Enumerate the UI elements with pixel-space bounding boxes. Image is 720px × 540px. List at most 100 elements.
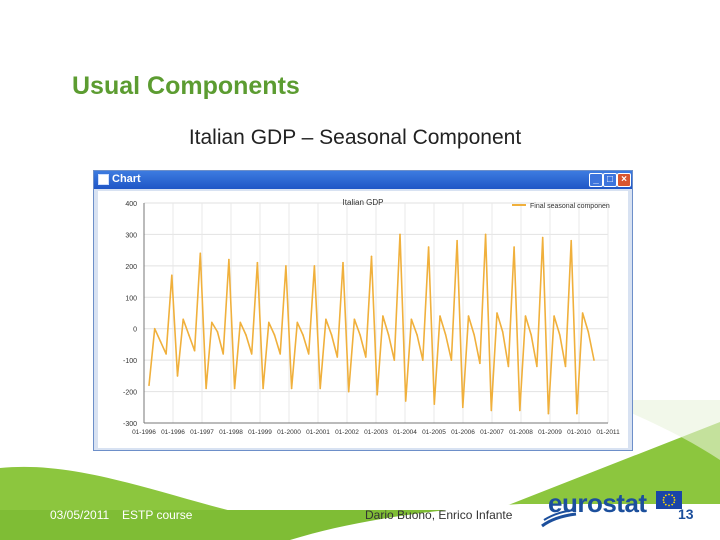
data-point [330, 334, 333, 336]
data-point [233, 387, 236, 390]
data-point [171, 274, 173, 277]
data-point [342, 261, 344, 264]
window-title: Chart [112, 173, 141, 185]
data-point [490, 409, 493, 412]
data-point [325, 318, 327, 321]
data-point [410, 318, 413, 321]
chart-canvas: 400 300 200 100 0 -100 -200 -300 01-1996 01-1996 0… [98, 191, 628, 448]
x-tick-label: 01-2007 [480, 429, 504, 436]
slide-subtitle-text: Italian GDP – Seasonal Component [188, 126, 522, 149]
x-tick-label: 01-2006 [451, 429, 475, 436]
data-point [302, 334, 304, 336]
y-tick-label: 200 [125, 264, 137, 271]
data-point [193, 349, 196, 352]
data-point [176, 375, 179, 377]
window-titlebar[interactable]: Chart _ □ × [94, 171, 632, 189]
data-point [262, 387, 264, 390]
data-point [365, 356, 367, 358]
data-point [359, 334, 361, 336]
data-point [336, 356, 339, 358]
data-point [576, 412, 578, 415]
data-point [593, 359, 595, 361]
data-point [313, 265, 316, 267]
data-point [159, 340, 162, 343]
data-point [296, 321, 299, 324]
data-point [507, 365, 510, 368]
data-point [541, 236, 544, 239]
y-tick-label: -300 [123, 421, 137, 428]
x-tick-label: 01-2000 [277, 429, 301, 436]
data-point [416, 334, 418, 336]
data-point [347, 390, 350, 393]
data-point [239, 321, 242, 324]
data-point [427, 246, 430, 248]
data-point [559, 334, 561, 336]
chart-app-icon [98, 174, 109, 185]
maximize-button[interactable]: □ [603, 173, 617, 187]
data-point [245, 334, 247, 336]
slide-title: Usual Components [72, 72, 300, 100]
data-point [387, 334, 390, 336]
data-point [205, 387, 207, 390]
data-point [581, 312, 584, 314]
data-point [165, 353, 167, 355]
chart-title: Italian GDP [343, 198, 384, 207]
data-point [564, 365, 567, 368]
footer-authors: Dario Buono, Enrico Infante [365, 508, 513, 522]
data-point [456, 239, 458, 242]
data-point [433, 403, 436, 405]
data-point [519, 409, 521, 412]
data-point [444, 334, 447, 336]
data-point [439, 315, 441, 317]
y-tick-label: -200 [123, 390, 137, 397]
x-tick-label: 01-2008 [509, 429, 533, 436]
data-point [393, 359, 396, 361]
x-tick-label: 01-1996 [161, 429, 185, 436]
data-point [462, 406, 464, 409]
y-tick-label: 300 [125, 232, 137, 239]
data-point [216, 331, 219, 333]
x-tick-label: 01-2011 [596, 429, 620, 436]
data-point [536, 365, 538, 368]
data-point [530, 334, 532, 336]
data-point [547, 412, 550, 415]
data-point [467, 315, 470, 317]
x-tick-label: 01-1997 [190, 429, 214, 436]
data-point [376, 393, 379, 396]
eu-flag-icon [656, 491, 682, 509]
data-point [484, 233, 487, 236]
data-point [199, 252, 202, 255]
data-point [501, 331, 504, 333]
legend-label: Final seasonal componen [530, 203, 610, 210]
y-tick-label: -100 [123, 358, 137, 365]
y-tick-label: 400 [125, 201, 137, 208]
data-point [524, 315, 527, 317]
x-tick-label: 01-1999 [248, 429, 272, 436]
page-number: 13 [678, 506, 694, 522]
x-tick-label: 01-2005 [422, 429, 446, 436]
data-point [513, 246, 515, 248]
data-point [273, 334, 276, 336]
data-point [148, 384, 150, 387]
x-tick-label: 01-2003 [364, 429, 388, 436]
data-point [404, 400, 407, 402]
data-point [570, 239, 572, 242]
data-point [211, 321, 213, 324]
data-point [319, 387, 321, 390]
data-point [250, 353, 253, 355]
data-point [182, 318, 184, 321]
x-tick-label: 01-2001 [306, 429, 330, 436]
data-point [279, 353, 281, 355]
close-button[interactable]: × [617, 173, 631, 187]
minimize-button[interactable]: _ [589, 173, 603, 187]
data-point [256, 261, 259, 264]
x-tick-label: 01-2009 [538, 429, 562, 436]
footer-course: ESTP course [122, 508, 193, 522]
data-point [228, 258, 230, 261]
eurostat-swoosh-icon [541, 509, 577, 528]
x-tick-label: 01-1998 [219, 429, 243, 436]
eurostat-logo: eurostat [548, 488, 647, 518]
x-tick-label: 01-1996 [132, 429, 156, 436]
chart-window: Chart _ □ × 400 300 200 100 0 -100 -200 -300 01-… [93, 170, 633, 451]
data-point [553, 315, 555, 317]
